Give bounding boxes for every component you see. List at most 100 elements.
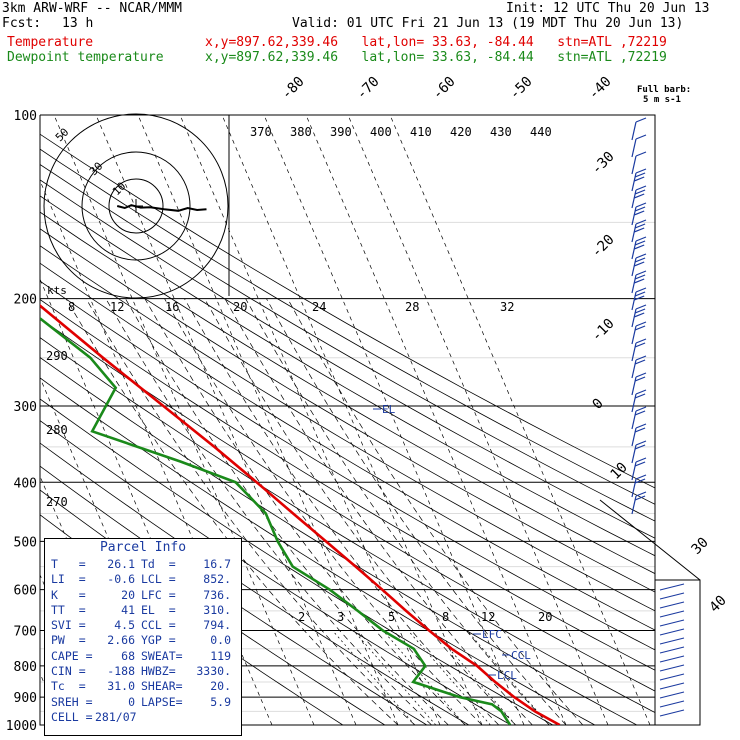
wind-barb-low xyxy=(659,583,685,591)
parcel-cell: 0.0 xyxy=(210,633,231,648)
wind-barbs xyxy=(631,117,685,717)
wind-barb-flag xyxy=(635,406,647,412)
mixing-ratio-line xyxy=(332,630,416,725)
wind-barb-flag xyxy=(635,185,647,191)
temperature-line xyxy=(40,303,561,725)
wind-barb xyxy=(631,121,637,141)
low-mixing-label: 20 xyxy=(538,610,552,624)
wind-barb-flag xyxy=(633,176,645,182)
hodo-ring xyxy=(108,178,164,234)
pressure-label: 1000 xyxy=(6,719,37,734)
wind-barb-flag xyxy=(635,372,647,378)
isotherm-label: -70 xyxy=(354,74,383,103)
mixing-ratio-label: 12 xyxy=(110,300,124,314)
wind-barb-flag xyxy=(635,304,647,310)
wind-barb xyxy=(631,427,637,447)
wind-barb-flag xyxy=(634,410,646,416)
pressure-label: 800 xyxy=(14,660,37,675)
dry-adiabat xyxy=(40,148,655,505)
parcel-cell: EL = xyxy=(141,602,176,617)
hodo-ring-label: 10 xyxy=(110,180,129,199)
hodo-units-label: kts xyxy=(47,284,67,297)
wind-barb-flag xyxy=(635,134,647,140)
isotherm-line xyxy=(305,115,567,725)
parcel-cell: Tc = xyxy=(51,679,86,694)
isotherm-line xyxy=(347,115,609,725)
barb-diag xyxy=(599,499,701,581)
wind-barb xyxy=(631,240,637,260)
parcel-cell: 310. xyxy=(203,602,231,617)
fcst-value: 13 h xyxy=(62,16,94,31)
wind-barb xyxy=(631,223,637,243)
wind-barb-flag xyxy=(635,423,647,429)
theta-label: 410 xyxy=(410,125,432,139)
wind-barb xyxy=(631,495,637,515)
parcel-cell: CAPE = xyxy=(51,648,93,663)
wind-barb xyxy=(631,291,637,311)
wind-barb-flag xyxy=(634,325,646,331)
isotherm-line xyxy=(179,115,441,725)
low-mixing-label: 12 xyxy=(481,610,495,624)
wind-barb-flag xyxy=(633,227,645,233)
parcel-row: SREH = 0 LAPSE= 5.9 xyxy=(45,695,241,710)
wind-barb-flag xyxy=(635,168,647,174)
hodo-ring xyxy=(81,151,191,261)
wind-barb xyxy=(631,342,637,362)
moist-adiabat xyxy=(65,298,399,725)
dry-adiabat xyxy=(40,179,655,539)
wind-barb-flag xyxy=(635,270,647,276)
parcel-row: Tc = 31.0 SHEAR= 20. xyxy=(45,679,241,694)
parcel-cell: 0 xyxy=(128,694,135,709)
parcel-cell: SVI = xyxy=(51,618,86,633)
parcel-cell: 68 xyxy=(121,648,135,663)
wind-barb-flag xyxy=(633,244,645,250)
wind-barb xyxy=(631,461,637,481)
low-mixing-label: 3 xyxy=(337,610,344,624)
wind-barb xyxy=(631,393,637,413)
pressure-label: 100 xyxy=(14,109,37,124)
low-mixing-label: 5 xyxy=(388,610,395,624)
theta-label: 390 xyxy=(330,125,352,139)
wind-barb xyxy=(631,274,637,294)
wind-barb-flag xyxy=(635,321,647,327)
parcel-cell: 20. xyxy=(210,679,231,694)
pressure-label: 900 xyxy=(14,691,37,706)
low-mixing-label: 8 xyxy=(442,610,449,624)
wind-barb-low xyxy=(659,691,685,699)
isotherm-line xyxy=(263,115,525,725)
isotherm-line xyxy=(389,115,651,725)
parcel-cell: -188 xyxy=(107,664,135,679)
isotherm-line xyxy=(40,179,273,725)
wind-barb xyxy=(631,206,637,226)
dewpoint-legend: Dewpoint temperature xyxy=(7,50,164,65)
pressure-label: 400 xyxy=(14,476,37,491)
wind-barb-flag xyxy=(634,172,646,178)
isotherm-label: -40 xyxy=(586,74,615,103)
parcel-row: LI = -0.6 LCL = 852. xyxy=(45,572,241,587)
parcel-cell: TT = xyxy=(51,602,86,617)
parcel-row: CELL = 281/07 xyxy=(45,710,241,725)
pressure-label: 700 xyxy=(14,625,37,640)
isotherm-line xyxy=(40,376,189,725)
dry-adiabat xyxy=(40,337,655,714)
wind-barb-flag xyxy=(635,457,647,463)
dry-adiabat xyxy=(40,398,553,725)
wind-barb-flag xyxy=(634,376,646,382)
wind-barb xyxy=(631,325,637,345)
pressure-label: 500 xyxy=(14,535,37,550)
wind-barb-flag xyxy=(635,338,647,344)
wind-barb-low xyxy=(659,592,685,600)
temperature-info: x,y=897.62,339.46 lat,lon= 33.63, -84.44… xyxy=(205,35,667,50)
dry-adiabat xyxy=(40,228,655,593)
isotherm-label: -60 xyxy=(430,74,459,103)
dry-adiabat xyxy=(40,262,655,631)
parcel-cell: 736. xyxy=(203,587,231,602)
wind-barb-flag xyxy=(634,478,646,484)
isotherm-label: 40 xyxy=(707,593,730,616)
parcel-cell: 281/07 xyxy=(95,709,137,724)
wind-barb xyxy=(631,410,637,430)
parcel-info-panel: Parcel Info T = 26.1 Td = 16.7 LI = -0.6 LCL =… xyxy=(44,538,242,736)
theta-label: 380 xyxy=(290,125,312,139)
parcel-cell: LAPSE= xyxy=(141,694,183,709)
init-time: Init: 12 UTC Thu 20 Jun 13 xyxy=(506,1,710,16)
